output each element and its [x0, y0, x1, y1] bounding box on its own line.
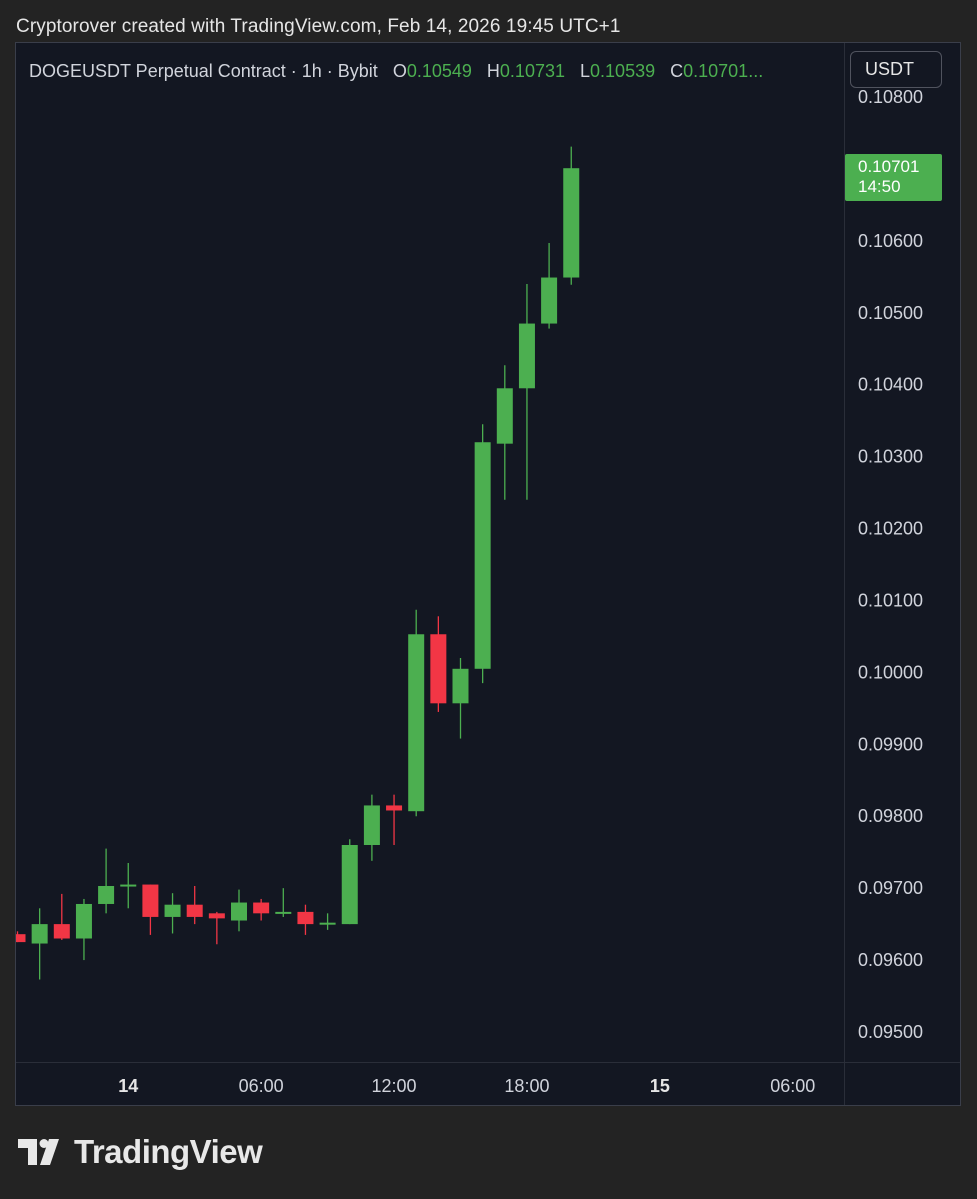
time-tick-label: 18:00 — [504, 1076, 549, 1096]
bar-countdown: 14:50 — [858, 177, 901, 196]
price-tick-label: 0.10000 — [858, 662, 923, 682]
high-label: H — [486, 61, 500, 81]
candle-body — [363, 805, 380, 845]
candle[interactable] — [142, 884, 159, 935]
price-tick-label: 0.10500 — [858, 303, 923, 323]
candle-body — [275, 911, 292, 914]
candle-body — [496, 388, 513, 444]
candle-body — [75, 903, 92, 939]
candle-body — [98, 885, 115, 904]
candle[interactable] — [541, 243, 558, 329]
candle-body — [541, 277, 558, 324]
symbol-title: DOGEUSDT Perpetual Contract · 1h · Bybit — [29, 61, 378, 81]
candle-body — [563, 168, 580, 278]
candle[interactable] — [231, 889, 247, 932]
time-tick-label: 12:00 — [372, 1076, 417, 1096]
candle[interactable] — [341, 839, 358, 925]
candle-body — [518, 323, 535, 389]
candle[interactable] — [120, 862, 137, 909]
candle[interactable] — [186, 885, 203, 925]
tradingview-logo-icon — [18, 1139, 59, 1165]
high-value: 0.10731 — [499, 61, 565, 81]
candle-body — [53, 924, 70, 939]
candle-body — [164, 904, 181, 917]
candle[interactable] — [363, 794, 380, 861]
candle[interactable] — [275, 888, 292, 917]
candle[interactable] — [386, 794, 403, 845]
candle-body — [253, 902, 270, 914]
candle[interactable] — [518, 284, 535, 500]
close-value: 0.10701... — [683, 61, 764, 81]
candle-body — [452, 668, 469, 704]
candle[interactable] — [16, 931, 26, 943]
candle-body — [231, 902, 247, 921]
candles — [16, 146, 580, 980]
price-tick-label: 0.09800 — [858, 806, 923, 826]
candle[interactable] — [474, 424, 491, 684]
candle[interactable] — [31, 908, 48, 980]
brand-name: TradingView — [74, 1133, 263, 1170]
candle[interactable] — [563, 146, 580, 285]
price-tick-label: 0.09600 — [858, 950, 923, 970]
candle-body — [386, 805, 403, 811]
candle-body — [208, 913, 225, 919]
last-price-value: 0.10701 — [858, 157, 920, 176]
candle[interactable] — [164, 893, 181, 934]
low-value: 0.10539 — [590, 61, 656, 81]
price-tick-label: 0.09500 — [858, 1022, 923, 1042]
price-tick-label: 0.09700 — [858, 878, 923, 898]
price-axis: 0.10800 0.10600 0.10500 0.10400 0.10300 0.102… — [858, 87, 923, 1042]
candle-body — [120, 884, 137, 887]
candle-body — [142, 884, 159, 917]
candlestick-chart[interactable]: 0.10800 0.10600 0.10500 0.10400 0.10300 0.102… — [16, 43, 961, 1106]
open-value: 0.10549 — [406, 61, 472, 81]
chart-panel[interactable]: 0.10800 0.10600 0.10500 0.10400 0.10300 0.102… — [15, 42, 961, 1106]
tradingview-brand: TradingView — [18, 1133, 263, 1170]
candle[interactable] — [430, 616, 447, 712]
low-label: L — [580, 61, 591, 81]
candle-body — [474, 442, 491, 669]
candle[interactable] — [253, 898, 270, 921]
price-tick-label: 0.10100 — [858, 590, 923, 610]
candle[interactable] — [53, 893, 70, 940]
candle[interactable] — [297, 904, 314, 935]
price-tick-label: 0.09900 — [858, 734, 923, 754]
candle-body — [408, 634, 425, 812]
candle-body — [31, 924, 48, 944]
candle[interactable] — [98, 848, 115, 914]
candle[interactable] — [208, 911, 225, 945]
candle[interactable] — [408, 609, 425, 817]
chart-caption: Cryptorover created with TradingView.com… — [16, 16, 621, 37]
symbol-legend: DOGEUSDT Perpetual Contract · 1h · Bybit… — [29, 61, 763, 82]
candle[interactable] — [319, 913, 336, 930]
last-price-tag: 0.10701 14:50 — [845, 154, 942, 201]
candle-body — [297, 911, 314, 925]
candle[interactable] — [496, 365, 513, 500]
candle-body — [430, 634, 447, 704]
time-tick-label: 06:00 — [770, 1076, 815, 1096]
currency-unit-button[interactable]: USDT — [850, 51, 942, 88]
candle[interactable] — [75, 898, 92, 961]
price-tick-label: 0.10200 — [858, 519, 923, 539]
time-tick-label: 14 — [118, 1076, 138, 1096]
price-tick-label: 0.10300 — [858, 447, 923, 467]
time-tick-label: 06:00 — [239, 1076, 284, 1096]
candle[interactable] — [452, 658, 469, 739]
price-tick-label: 0.10400 — [858, 375, 923, 395]
price-tick-label: 0.10600 — [858, 231, 923, 251]
price-tick-label: 0.10800 — [858, 87, 923, 107]
close-label: C — [670, 61, 684, 81]
candle-body — [341, 845, 358, 925]
time-tick-label: 15 — [650, 1076, 670, 1096]
candle-body — [319, 922, 336, 925]
open-label: O — [392, 61, 407, 81]
candle-body — [186, 904, 203, 917]
candle-body — [16, 934, 26, 943]
